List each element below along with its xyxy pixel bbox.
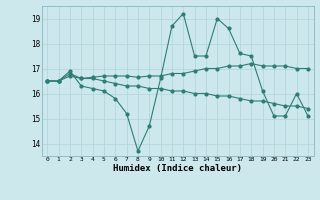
X-axis label: Humidex (Indice chaleur): Humidex (Indice chaleur) [113, 164, 242, 173]
